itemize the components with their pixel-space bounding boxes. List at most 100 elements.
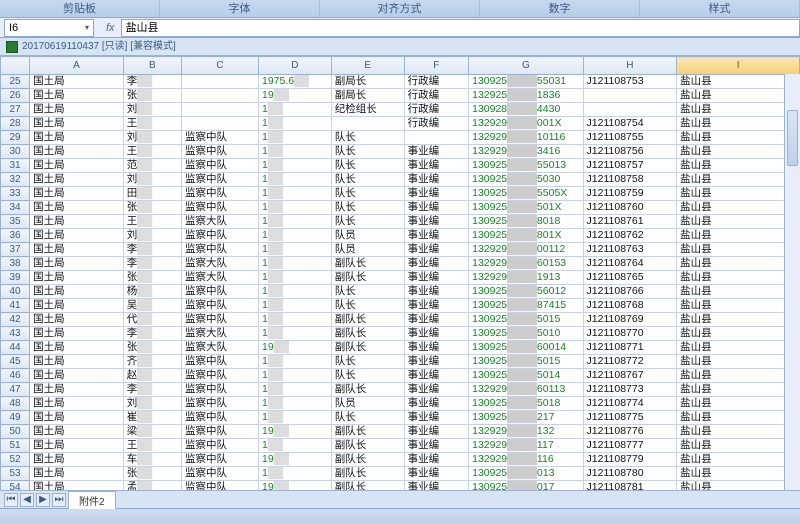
sheet-tab-active[interactable]: 附件2	[68, 491, 116, 509]
cell-A[interactable]: 国土局	[30, 187, 124, 201]
cell-E[interactable]: 副队长	[331, 467, 404, 481]
cell-G[interactable]: 130925████501X	[469, 201, 583, 215]
cell-B[interactable]: 田██	[123, 187, 181, 201]
cell-E[interactable]: 队长	[331, 215, 404, 229]
cell-H[interactable]: J121108761	[583, 215, 677, 229]
table-row[interactable]: 48国土局刘██监察中队1██队员事业编130925████5018J12110…	[1, 397, 800, 411]
table-row[interactable]: 41国土局吴██监察中队1██队长事业编130925████87415J1211…	[1, 299, 800, 313]
cell-H[interactable]: J121108759	[583, 187, 677, 201]
cell-B[interactable]: 刘██	[123, 131, 181, 145]
cell-B[interactable]: 王██	[123, 215, 181, 229]
cell-I[interactable]: 盐山县	[677, 187, 800, 201]
row-header[interactable]: 43	[1, 327, 30, 341]
row-header[interactable]: 41	[1, 299, 30, 313]
cell-B[interactable]: 刘██	[123, 103, 181, 117]
cell-H[interactable]: J121108756	[583, 145, 677, 159]
cell-I[interactable]: 盐山县	[677, 117, 800, 131]
ribbon-group-clipboard[interactable]: 剪贴板	[0, 0, 160, 17]
cell-G[interactable]: 130925████5015	[469, 355, 583, 369]
cell-H[interactable]: J121108764	[583, 257, 677, 271]
cell-G[interactable]: 130925████013	[469, 467, 583, 481]
cell-G[interactable]: 130925████5505X	[469, 187, 583, 201]
cell-I[interactable]: 盐山县	[677, 467, 800, 481]
cell-B[interactable]: 赵██	[123, 369, 181, 383]
cell-I[interactable]: 盐山县	[677, 159, 800, 173]
cell-D[interactable]: 19██	[258, 481, 331, 491]
cell-G[interactable]: 130925████801X	[469, 229, 583, 243]
cell-B[interactable]: 梁██	[123, 425, 181, 439]
cell-G[interactable]: 132929████3416	[469, 145, 583, 159]
cell-F[interactable]: 行政编	[404, 75, 469, 89]
cell-A[interactable]: 国土局	[30, 257, 124, 271]
cell-H[interactable]: J121108754	[583, 117, 677, 131]
table-row[interactable]: 35国土局王██监察大队1██队长事业编130925████8018J12110…	[1, 215, 800, 229]
cell-E[interactable]	[331, 117, 404, 131]
cell-H[interactable]: J121108768	[583, 299, 677, 313]
cell-A[interactable]: 国土局	[30, 355, 124, 369]
cell-I[interactable]: 盐山县	[677, 425, 800, 439]
cell-A[interactable]: 国土局	[30, 481, 124, 491]
cell-C[interactable]: 监察中队	[182, 369, 259, 383]
cell-F[interactable]: 行政编	[404, 103, 469, 117]
cell-B[interactable]: 张██	[123, 201, 181, 215]
ribbon-group-number[interactable]: 数字	[480, 0, 640, 17]
cell-F[interactable]: 事业编	[404, 481, 469, 491]
cell-A[interactable]: 国土局	[30, 229, 124, 243]
row-header[interactable]: 52	[1, 453, 30, 467]
row-header[interactable]: 47	[1, 383, 30, 397]
cell-E[interactable]: 副队长	[331, 341, 404, 355]
sheet-nav-next[interactable]: ▶	[36, 493, 50, 507]
cell-F[interactable]: 事业编	[404, 355, 469, 369]
cell-D[interactable]: 19██	[258, 341, 331, 355]
col-A[interactable]: A	[30, 57, 124, 75]
cell-C[interactable]: 监察中队	[182, 313, 259, 327]
cell-B[interactable]: 孟██	[123, 481, 181, 491]
table-row[interactable]: 45国土局齐██监察中队1██队长事业编130925████5015J12110…	[1, 355, 800, 369]
cell-E[interactable]: 队长	[331, 145, 404, 159]
cell-F[interactable]: 事业编	[404, 467, 469, 481]
cell-A[interactable]: 国土局	[30, 201, 124, 215]
cell-I[interactable]: 盐山县	[677, 215, 800, 229]
cell-G[interactable]: 132925████1836	[469, 89, 583, 103]
cell-A[interactable]: 国土局	[30, 173, 124, 187]
cell-I[interactable]: 盐山县	[677, 229, 800, 243]
cell-E[interactable]: 队员	[331, 229, 404, 243]
cell-E[interactable]: 副队长	[331, 327, 404, 341]
row-header[interactable]: 34	[1, 201, 30, 215]
cell-C[interactable]: 监察大队	[182, 271, 259, 285]
cell-D[interactable]: 19██	[258, 89, 331, 103]
cell-I[interactable]: 盐山县	[677, 411, 800, 425]
row-header[interactable]: 48	[1, 397, 30, 411]
row-header[interactable]: 36	[1, 229, 30, 243]
cell-H[interactable]: J121108776	[583, 425, 677, 439]
cell-C[interactable]: 监察中队	[182, 187, 259, 201]
cell-C[interactable]: 监察中队	[182, 481, 259, 491]
cell-H[interactable]: J121108769	[583, 313, 677, 327]
select-all-corner[interactable]	[1, 57, 30, 75]
row-header[interactable]: 53	[1, 467, 30, 481]
table-row[interactable]: 40国土局杨██监察中队1██队长事业编130925████56012J1211…	[1, 285, 800, 299]
cell-H[interactable]: J121108765	[583, 271, 677, 285]
sheet-nav-last[interactable]: ⏭	[52, 493, 66, 507]
row-header[interactable]: 54	[1, 481, 30, 491]
cell-C[interactable]: 监察中队	[182, 201, 259, 215]
cell-H[interactable]: J121108755	[583, 131, 677, 145]
table-row[interactable]: 54国土局孟██监察中队19██副队长事业编130925████017J1211…	[1, 481, 800, 491]
ribbon-group-alignment[interactable]: 对齐方式	[320, 0, 480, 17]
cell-C[interactable]: 监察中队	[182, 243, 259, 257]
cell-G[interactable]: 132929████117	[469, 439, 583, 453]
cell-A[interactable]: 国土局	[30, 341, 124, 355]
cell-F[interactable]: 事业编	[404, 285, 469, 299]
cell-H[interactable]: J121108753	[583, 75, 677, 89]
column-header-row[interactable]: A B C D E F G H I	[1, 57, 800, 75]
cell-C[interactable]	[182, 89, 259, 103]
cell-G[interactable]: 130925████5010	[469, 327, 583, 341]
cell-C[interactable]: 监察中队	[182, 285, 259, 299]
cell-D[interactable]: 1██	[258, 285, 331, 299]
cell-C[interactable]: 监察中队	[182, 131, 259, 145]
cell-I[interactable]: 盐山县	[677, 257, 800, 271]
ribbon-group-styles[interactable]: 样式	[640, 0, 800, 17]
formula-bar[interactable]: 盐山县	[121, 19, 800, 37]
cell-A[interactable]: 国土局	[30, 145, 124, 159]
cell-F[interactable]: 行政编	[404, 89, 469, 103]
